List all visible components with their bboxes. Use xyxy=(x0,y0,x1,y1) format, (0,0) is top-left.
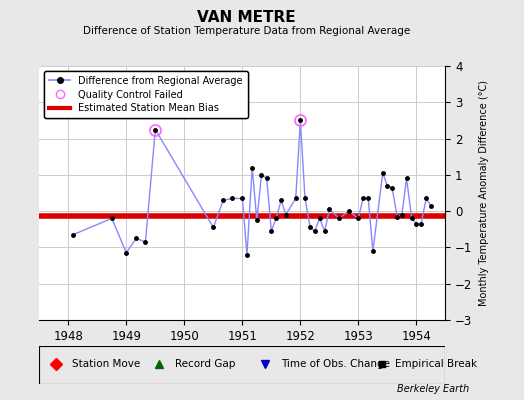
Text: Record Gap: Record Gap xyxy=(176,359,236,369)
Text: Berkeley Earth: Berkeley Earth xyxy=(397,384,469,394)
Text: Empirical Break: Empirical Break xyxy=(395,359,477,369)
Legend: Difference from Regional Average, Quality Control Failed, Estimated Station Mean: Difference from Regional Average, Qualit… xyxy=(44,71,247,118)
Y-axis label: Monthly Temperature Anomaly Difference (°C): Monthly Temperature Anomaly Difference (… xyxy=(479,80,489,306)
Text: Difference of Station Temperature Data from Regional Average: Difference of Station Temperature Data f… xyxy=(83,26,410,36)
Text: VAN METRE: VAN METRE xyxy=(197,10,296,25)
Text: Station Move: Station Move xyxy=(72,359,140,369)
Text: Time of Obs. Change: Time of Obs. Change xyxy=(281,359,390,369)
